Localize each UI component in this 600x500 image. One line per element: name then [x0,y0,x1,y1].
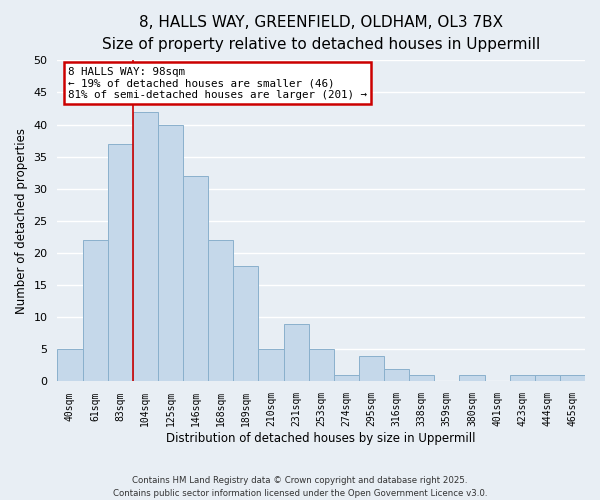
Bar [58,350,83,382]
Bar [560,375,585,382]
Text: Contains HM Land Registry data © Crown copyright and database right 2025.
Contai: Contains HM Land Registry data © Crown c… [113,476,487,498]
Bar [308,350,334,382]
Bar [535,375,560,382]
Bar [334,375,359,382]
Bar [509,375,535,382]
Bar [409,375,434,382]
Text: 8 HALLS WAY: 98sqm
← 19% of detached houses are smaller (46)
81% of semi-detache: 8 HALLS WAY: 98sqm ← 19% of detached hou… [68,66,367,100]
X-axis label: Distribution of detached houses by size in Uppermill: Distribution of detached houses by size … [166,432,476,445]
Bar [233,266,259,382]
Bar [384,368,409,382]
Bar [107,144,133,382]
Bar [208,240,233,382]
Y-axis label: Number of detached properties: Number of detached properties [15,128,28,314]
Title: 8, HALLS WAY, GREENFIELD, OLDHAM, OL3 7BX
Size of property relative to detached : 8, HALLS WAY, GREENFIELD, OLDHAM, OL3 7B… [102,15,541,52]
Bar [259,350,284,382]
Bar [460,375,485,382]
Bar [183,176,208,382]
Bar [284,324,308,382]
Bar [83,240,107,382]
Bar [359,356,384,382]
Bar [158,124,183,382]
Bar [133,112,158,382]
